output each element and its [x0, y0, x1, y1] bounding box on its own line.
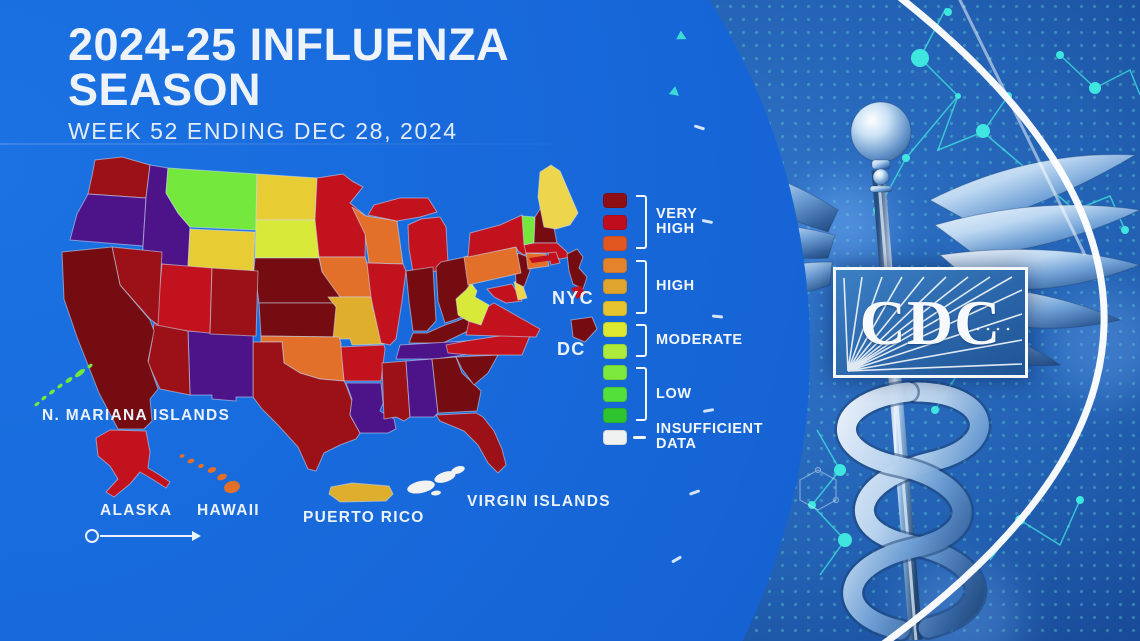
map-label-virgin-islands: VIRGIN ISLANDS: [467, 493, 611, 510]
page-title-line2: SEASON: [68, 64, 262, 115]
cdc-logo-text: CDC: [859, 286, 1002, 358]
legend-bracket: [636, 259, 647, 314]
hawaii-island: [207, 467, 217, 473]
map-label-nyc: NYC: [552, 288, 594, 308]
cdc-logo: CDC: [833, 267, 1028, 378]
legend-label-insufficient-data: INSUFFICIENT DATA: [656, 421, 764, 452]
map-label-n-mariana-islands: N. MARIANA ISLANDS: [42, 407, 231, 424]
scale-arrow: [85, 529, 201, 543]
state-mn: [314, 173, 367, 258]
legend-label-very-high: VERY HIGH: [656, 206, 698, 237]
state-or: [69, 193, 147, 247]
mariana-island: [41, 395, 47, 401]
state-tx: [252, 341, 361, 472]
state-in: [405, 266, 437, 332]
legend-swatch: [603, 365, 627, 380]
long-island: [529, 255, 555, 263]
legend-swatch: [603, 386, 627, 402]
map-label-hawaii: HAWAII: [197, 502, 260, 519]
white-arc: [881, 0, 1108, 641]
state-wv: [455, 282, 490, 326]
legend-swatch: [603, 429, 627, 445]
state-nc: [445, 330, 533, 356]
cdc-logo-rays: [843, 276, 1023, 372]
legend-bracket: [636, 367, 647, 421]
title-block: 2024-25 INFLUENZA SEASON WEEK 52 ENDING …: [68, 22, 509, 145]
virgin-island: [434, 471, 456, 483]
mariana-island: [34, 401, 40, 407]
virgin-island: [407, 480, 435, 494]
state-la: [345, 382, 397, 434]
state-pr: [328, 482, 394, 503]
legend-bracket: [636, 324, 647, 357]
hawaii-island: [198, 463, 204, 469]
state-fl: [435, 412, 507, 474]
map-label-dc: DC: [557, 339, 586, 359]
page-title-line1: 2024-25 INFLUENZA: [68, 19, 510, 70]
molecule-outline: [799, 466, 840, 511]
states-layer: [61, 156, 598, 503]
hawaii-island: [224, 480, 240, 494]
state-ak: [95, 429, 171, 498]
state-ri: [547, 251, 561, 266]
mariana-island: [75, 368, 85, 378]
legend-swatch: [603, 300, 627, 316]
state-md: [486, 283, 523, 304]
virgin-island: [431, 490, 441, 496]
legend-swatch: [603, 236, 627, 251]
legend-dash: [633, 436, 646, 439]
legend-label-low: LOW: [656, 385, 692, 402]
state-co: [209, 267, 259, 337]
hawaii-island: [217, 473, 227, 481]
hawaii-island: [179, 454, 185, 458]
legend-swatch: [603, 193, 627, 208]
map-label-puerto-rico: PUERTO RICO: [303, 509, 425, 526]
hawaii-island: [187, 458, 195, 464]
map-label-alaska: ALASKA: [100, 502, 173, 519]
nyc-borough: [571, 286, 586, 299]
legend-label-high: HIGH: [656, 278, 695, 294]
legend-swatch: [603, 257, 627, 273]
state-ca: [61, 246, 159, 430]
caduceus-graphic: [698, 101, 1140, 641]
state-miu: [367, 197, 438, 222]
legend-bracket: [636, 195, 647, 249]
legend-swatch: [603, 279, 627, 294]
mariana-island: [87, 363, 93, 369]
legend-label-moderate: MODERATE: [656, 331, 743, 348]
mariana-island: [57, 383, 63, 389]
state-nm: [187, 330, 254, 402]
virgin-island: [451, 466, 465, 474]
state-il: [366, 262, 407, 346]
islands-layer: [34, 255, 586, 496]
state-me: [537, 164, 579, 230]
subtitle-week: WEEK 52 ENDING DEC 28, 2024: [68, 118, 458, 144]
legend-swatch: [603, 408, 627, 423]
mariana-island: [65, 377, 73, 383]
legend-swatch: [603, 322, 627, 337]
state-nyc: [566, 248, 588, 290]
legend-swatch: [603, 343, 627, 359]
legend-swatch: [603, 214, 627, 230]
mariana-island: [49, 389, 55, 395]
state-dc: [570, 316, 598, 343]
subtitle-rule: [0, 143, 620, 145]
